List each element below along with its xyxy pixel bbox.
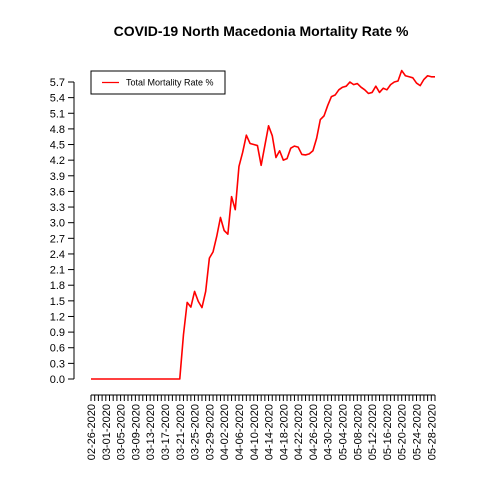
x-tick-label: 04-30-2020 xyxy=(323,404,335,460)
x-tick-label: 03-09-2020 xyxy=(130,404,142,460)
y-tick-label: 3.3 xyxy=(50,202,65,214)
x-tick-label: 04-10-2020 xyxy=(249,404,261,460)
x-tick-label: 03-25-2020 xyxy=(190,404,202,460)
y-tick-label: 0.3 xyxy=(50,358,65,370)
legend-box xyxy=(90,70,226,95)
y-tick-label: 5.4 xyxy=(50,93,65,105)
x-tick-label: 03-21-2020 xyxy=(175,404,187,460)
x-tick-label: 05-08-2020 xyxy=(352,404,364,460)
x-tick-label: 03-17-2020 xyxy=(160,404,172,460)
series-layer xyxy=(91,69,435,380)
y-tick-label: 4.8 xyxy=(50,124,65,136)
y-tick-label: 2.4 xyxy=(50,249,65,261)
x-tick-label: 02-26-2020 xyxy=(86,404,98,460)
x-tick-label: 05-12-2020 xyxy=(367,404,379,460)
x-tick-label: 05-04-2020 xyxy=(338,404,350,460)
y-tick-label: 1.8 xyxy=(50,280,65,292)
x-tick-label: 05-16-2020 xyxy=(382,404,394,460)
y-tick-label: 5.1 xyxy=(50,108,65,120)
x-tick-label: 05-28-2020 xyxy=(426,404,438,460)
y-tick-label: 4.2 xyxy=(50,155,65,167)
x-tick-label: 05-24-2020 xyxy=(412,404,424,460)
x-tick-label: 03-29-2020 xyxy=(204,404,216,460)
x-tick-label: 04-06-2020 xyxy=(234,404,246,460)
y-tick-label: 1.2 xyxy=(50,311,65,323)
y-tick-label: 1.5 xyxy=(50,296,65,308)
x-axis: 02-26-2020 03-01-2020 03-05-2020 03-09-2020… xyxy=(86,394,438,460)
y-tick-label: 3.0 xyxy=(50,218,65,230)
x-tick-label: 03-05-2020 xyxy=(116,404,128,460)
y-tick-label: 0.0 xyxy=(50,374,65,386)
x-tick-label: 04-14-2020 xyxy=(264,404,276,460)
x-tick-label: 03-01-2020 xyxy=(101,404,113,460)
series-line-total-mortality-rate xyxy=(91,69,435,380)
y-tick-label: 2.7 xyxy=(50,233,65,245)
y-tick-label: 0.9 xyxy=(50,327,65,339)
x-tick-label: 03-13-2020 xyxy=(145,404,157,460)
y-tick-label: 3.6 xyxy=(50,186,65,198)
legend: Total Mortality Rate % xyxy=(90,70,226,95)
x-tick-label: 04-18-2020 xyxy=(278,404,290,460)
y-tick-label: 4.5 xyxy=(50,140,65,152)
x-tick-label: 04-02-2020 xyxy=(219,404,231,460)
legend-label-total-mortality-rate: Total Mortality Rate % xyxy=(126,78,214,88)
y-tick-label: 0.6 xyxy=(50,343,65,355)
y-tick-label: 5.7 xyxy=(50,77,65,89)
y-tick-label: 2.1 xyxy=(50,265,65,277)
x-tick-label: 05-20-2020 xyxy=(397,404,409,460)
y-axis: 0.0 0.3 0.6 0.9 1.2 1.5 1.8 2.1 2.4 2.7 3.0 3.3 3.6 3… xyxy=(50,77,75,386)
y-tick-label: 3.9 xyxy=(50,171,65,183)
x-tick-label: 04-26-2020 xyxy=(308,404,320,460)
chart-title: COVID-19 North Macedonia Mortality Rate … xyxy=(114,23,409,39)
x-tick-label: 04-22-2020 xyxy=(293,404,305,460)
